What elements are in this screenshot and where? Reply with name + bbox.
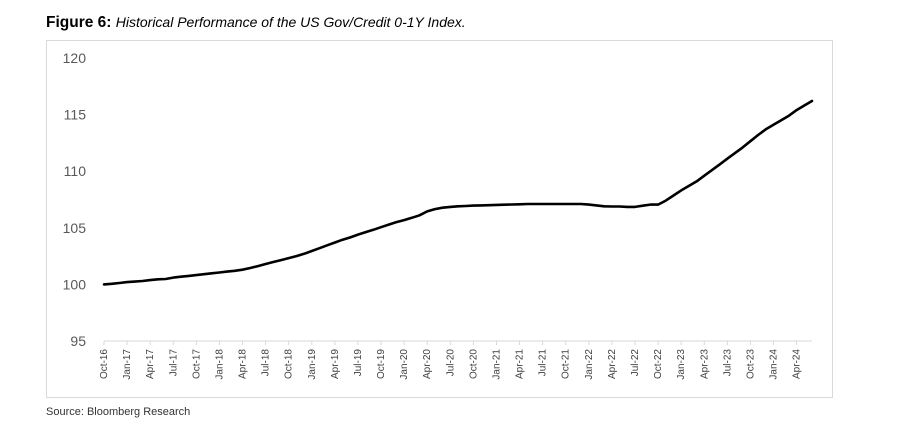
x-tick-label: Apr-17 [145,349,156,379]
x-tick-label: Jul-20 [445,349,456,377]
x-tick-label: Jan-24 [769,349,780,380]
x-tick-label: Jul-17 [168,349,179,377]
x-tick-label: Jan-18 [214,349,225,380]
x-tick-label: Jul-18 [261,349,272,377]
x-tick-label: Oct-20 [468,349,479,379]
y-tick-label: 110 [64,163,87,179]
x-tick-label: Oct-18 [284,349,295,379]
y-tick-label: 120 [63,50,87,66]
x-tick-label: Oct-19 [376,349,387,379]
x-tick-label: Apr-21 [515,349,526,379]
x-tick-label: Jan-23 [676,349,687,380]
y-tick-label: 100 [63,276,87,292]
x-tick-label: Jan-17 [122,349,133,380]
x-tick-label: Apr-22 [607,349,618,379]
x-tick-label: Jul-22 [630,349,641,377]
x-tick-label: Oct-22 [653,349,664,379]
x-tick-label: Jul-19 [353,349,364,377]
x-tick-label: Oct-16 [99,349,110,379]
y-tick-label: 115 [64,107,87,123]
x-tick-label: Oct-17 [191,349,202,379]
x-tick-label: Apr-18 [238,349,249,379]
series-line [102,99,814,286]
x-tick-label: Jan-20 [399,349,410,380]
x-tick-label: Oct-21 [561,349,572,379]
figure-caption: Historical Performance of the US Gov/Cre… [115,14,466,30]
chart-frame [46,40,833,398]
source-note: Source: Bloomberg Research [46,406,191,418]
series-lines [102,99,814,286]
x-tick-label: Jan-19 [307,349,318,380]
x-tick-label: Jan-22 [584,349,595,380]
y-tick-label: 95 [70,333,86,349]
figure-label: Figure 6: [46,14,112,31]
x-tick-label: Apr-23 [699,349,710,379]
figure-title: Figure 6: Historical Performance of the … [46,14,466,32]
x-tick-label: Jul-23 [722,349,733,377]
y-tick-label: 105 [63,220,87,236]
x-tick-label: Oct-23 [745,349,756,379]
x-tick-label: Jan-21 [491,349,502,380]
x-tick-label: Jul-21 [538,349,549,377]
x-axis-ticks: Oct-16 Jan-17 Apr-17 Jul-17 Oct-17 Jan-18 Apr-… [99,341,803,380]
x-tick-label: Apr-19 [330,349,341,379]
x-tick-label: Apr-20 [422,349,433,379]
y-axis-ticks: 95 100 105 110 115 120 [63,50,87,349]
x-tick-label: Apr-24 [792,349,803,379]
